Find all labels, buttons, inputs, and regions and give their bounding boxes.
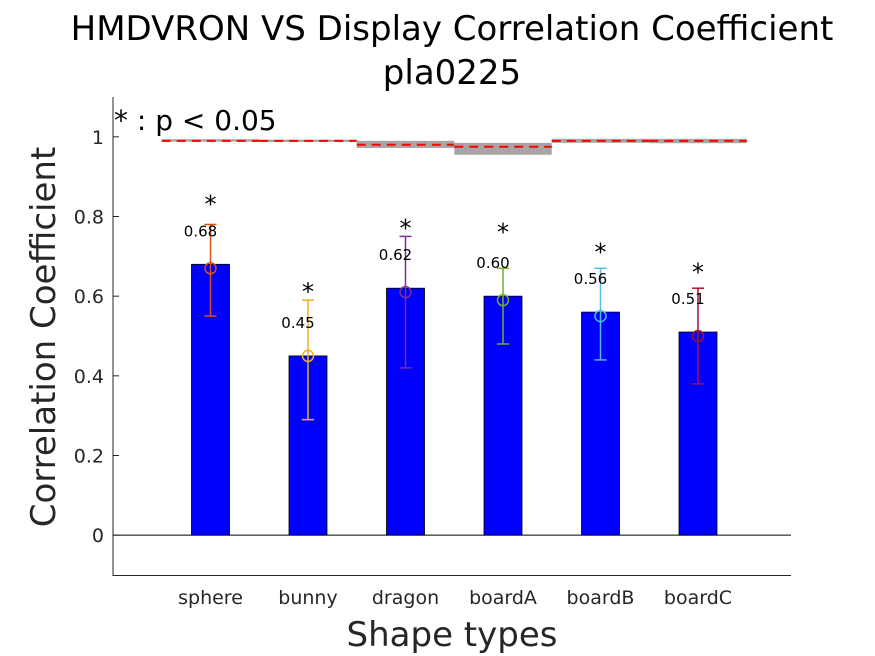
data-label: 0.45 [281,314,314,332]
plot-area: 0.68 * 0.45 * 0.62 * 0.60 * 0.56 * 0.51 * [113,138,791,536]
significance-legend: * : p < 0.05 [114,104,277,137]
y-tick-label: 0.8 [74,207,104,229]
significance-star: * [692,258,704,286]
data-label: 0.68 [184,222,217,240]
x-tick-label: boardC [664,587,732,609]
significance-star: * [302,278,314,306]
y-tick-label: 0.2 [74,446,104,468]
y-tick-label: 0 [92,525,104,547]
y-tick-label: 0.6 [74,286,104,308]
significance-star: * [205,191,217,219]
x-tick-label: boardB [567,587,635,609]
y-axis-label: Correlation Coefficient [24,147,64,528]
data-label: 0.56 [574,270,607,288]
x-axis-label: Shape types [347,615,558,655]
mean-marker [691,329,705,343]
x-tick-label: boardA [469,587,537,609]
chart-title: HMDVRON VS Display Correlation Coefficie… [71,9,834,49]
x-axis-ticks: sphere bunny dragon boardA boardB boardC [178,587,732,609]
bar-dragon [386,287,425,536]
significance-star: * [497,218,509,246]
data-label: 0.51 [671,290,704,308]
mean-marker [204,262,217,275]
y-tick-label: 0.4 [74,366,104,388]
x-tick-label: dragon [372,587,439,609]
bar-bunny [288,355,328,536]
significance-star: * [400,214,412,242]
x-tick-label: sphere [178,587,243,609]
reference-band [454,142,552,155]
chart-subtitle: pla0225 [383,53,521,93]
y-axis-ticks: 0 0.2 0.4 0.6 0.8 1 [74,127,119,547]
data-label: 0.62 [379,246,412,264]
y-tick-label: 1 [92,127,104,149]
data-label: 0.60 [476,254,509,272]
mean-marker [399,285,412,299]
x-tick-label: bunny [278,587,337,609]
mean-marker [594,309,607,323]
mean-marker [496,293,510,307]
significance-star: * [595,238,607,266]
mean-marker [301,349,315,363]
